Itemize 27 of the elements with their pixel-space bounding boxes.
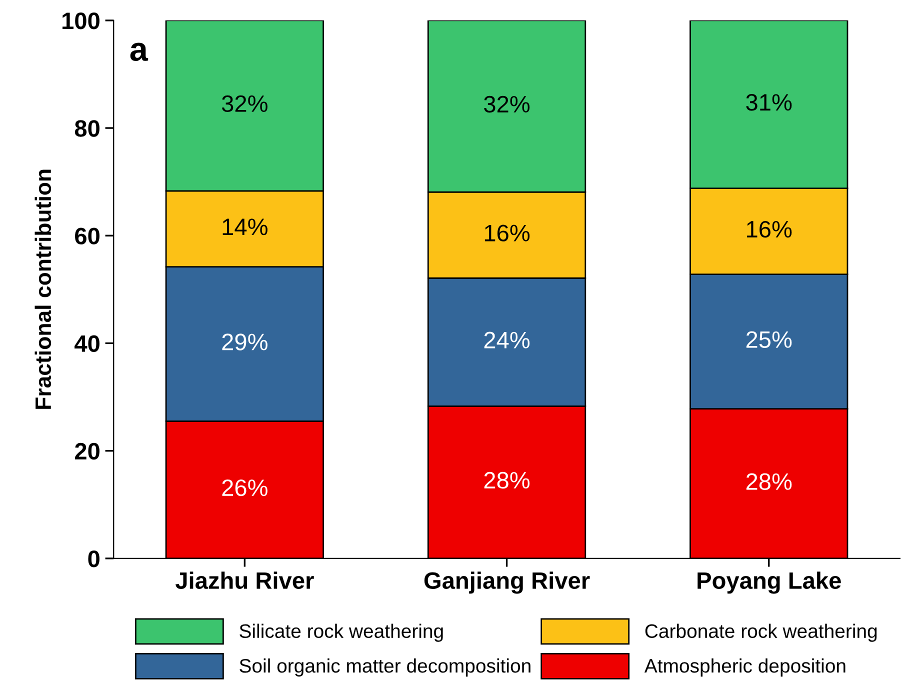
data-label: 32% bbox=[222, 95, 268, 112]
y-tick-label: 100 bbox=[62, 12, 100, 30]
data-label: 28% bbox=[484, 472, 530, 489]
data-label: 29% bbox=[222, 334, 268, 350]
y-tick-label: 0 bbox=[88, 550, 100, 568]
y-tick-label: 80 bbox=[74, 120, 100, 137]
data-label: 24% bbox=[484, 332, 530, 348]
data-label: 32% bbox=[484, 96, 530, 113]
data-label: 25% bbox=[746, 331, 792, 348]
annotation: a bbox=[130, 42, 148, 62]
y-axis-title: Fractional contribution bbox=[34, 170, 52, 409]
legend-label: Silicate rock weathering bbox=[240, 624, 443, 642]
data-label: 14% bbox=[222, 218, 268, 236]
x-tick-label: Jiazhu River bbox=[175, 572, 314, 589]
y-tick-label: 40 bbox=[74, 335, 100, 352]
legend-label: Atmospheric deposition bbox=[644, 658, 846, 677]
x-tick-label: Ganjiang River bbox=[424, 572, 590, 594]
data-label: 26% bbox=[222, 479, 268, 496]
data-label: 16% bbox=[484, 224, 530, 242]
data-label: 28% bbox=[746, 473, 792, 490]
legend-label: Soil organic matter decomposition bbox=[240, 658, 530, 677]
y-tick-label: 20 bbox=[74, 442, 100, 460]
legend-label: Carbonate rock weathering bbox=[645, 624, 877, 642]
x-tick-label: Poyang Lake bbox=[698, 572, 841, 594]
y-tick-label: 60 bbox=[75, 228, 100, 244]
data-label: 16% bbox=[747, 220, 792, 238]
data-label: 31% bbox=[746, 94, 792, 111]
